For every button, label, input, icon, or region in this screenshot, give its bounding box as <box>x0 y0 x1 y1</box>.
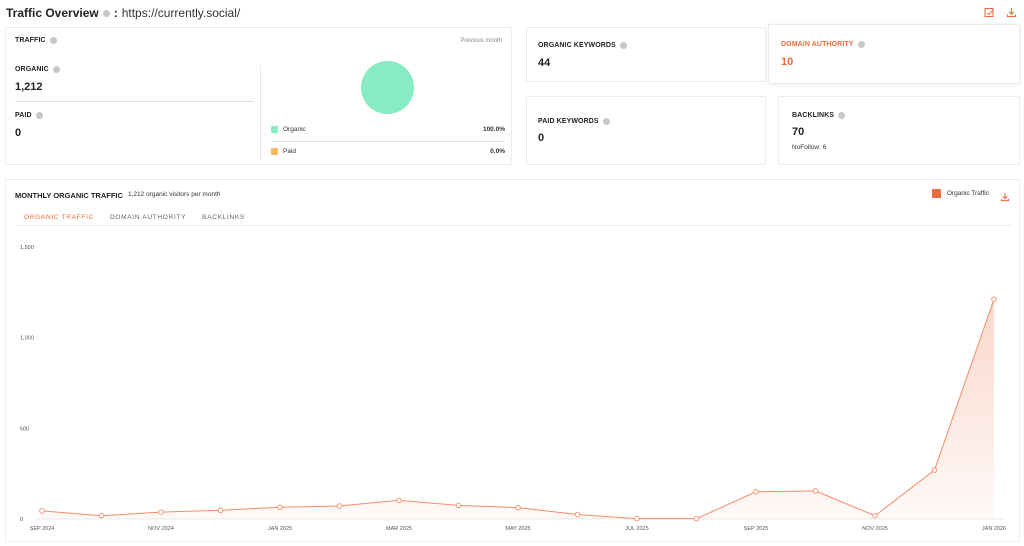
legend-paid-label: Paid <box>283 148 297 155</box>
x-tick-label: JUL 2025 <box>625 526 648 532</box>
x-tick-label: NOV 2024 <box>148 526 174 532</box>
paid-keywords-value: 0 <box>538 132 545 144</box>
domain-authority-label: DOMAIN AUTHORITY <box>781 41 854 48</box>
info-icon[interactable] <box>52 66 60 73</box>
traffic-card: TRAFFIC Previous month ORGANIC 1,212 PAI… <box>5 27 512 165</box>
organic-value: 1,212 <box>15 81 43 93</box>
divider <box>271 141 505 142</box>
tab-backlinks[interactable]: BACKLINKS <box>202 214 245 221</box>
series-area <box>42 299 994 519</box>
monthly-title: MONTHLY ORGANIC TRAFFIC <box>15 191 123 200</box>
organic-swatch <box>271 126 278 133</box>
y-tick-label: 500 <box>20 426 29 432</box>
tabs-divider <box>16 225 1011 226</box>
page-header: Traffic Overview : https://currently.soc… <box>6 4 240 22</box>
paid-value: 0 <box>15 127 22 139</box>
data-point <box>931 467 938 473</box>
backlinks-label: BACKLINKS <box>792 112 835 119</box>
x-tick-label: SEP 2024 <box>30 526 55 532</box>
info-icon[interactable] <box>619 42 627 49</box>
report-icon[interactable] <box>983 6 995 18</box>
data-point <box>634 515 640 522</box>
data-point <box>872 512 878 519</box>
y-tick-label: 1,500 <box>20 245 34 251</box>
series-line <box>41 299 995 520</box>
paid-keywords-label-row: PAID KEYWORDS <box>538 118 610 125</box>
organic-label: ORGANIC <box>15 66 49 73</box>
page-title: Traffic Overview <box>6 6 99 20</box>
data-point <box>336 503 343 509</box>
info-icon[interactable] <box>602 118 610 125</box>
download-icon[interactable] <box>1000 189 1010 207</box>
monthly-organic-traffic-card: MONTHLY ORGANIC TRAFFIC 1,212 organic vi… <box>5 179 1020 542</box>
domain-url: https://currently.social/ <box>121 6 241 20</box>
data-point <box>991 296 997 302</box>
paid-keywords-card[interactable]: PAID KEYWORDS 0 <box>526 96 766 165</box>
period-label: Previous month <box>460 38 502 44</box>
data-point <box>753 489 759 495</box>
x-tick-label: MAR 2025 <box>386 526 412 532</box>
data-point <box>39 508 45 514</box>
organic-keywords-card[interactable]: ORGANIC KEYWORDS 44 <box>526 27 766 82</box>
info-icon[interactable] <box>838 112 846 119</box>
chart-legend[interactable]: Organic Traffic <box>931 189 989 198</box>
organic-keywords-label: ORGANIC KEYWORDS <box>538 42 616 49</box>
data-point <box>158 509 164 515</box>
x-tick-label: NOV 2025 <box>862 526 888 532</box>
paid-label-row: PAID <box>15 112 43 119</box>
legend-organic-label: Organic <box>283 126 306 133</box>
y-tick-label: 1,000 <box>20 336 34 342</box>
domain-authority-label-row: DOMAIN AUTHORITY <box>781 41 865 48</box>
data-point <box>693 515 700 522</box>
traffic-pie-chart[interactable] <box>361 61 414 114</box>
backlinks-card[interactable]: BACKLINKS 70 NoFollow: 6 <box>778 96 1020 165</box>
legend-paid-pct: 0.0% <box>490 148 505 155</box>
domain-authority-card[interactable]: DOMAIN AUTHORITY 10 <box>768 24 1020 84</box>
data-point <box>455 502 462 509</box>
data-point <box>277 504 283 510</box>
paid-swatch <box>271 148 278 155</box>
info-icon[interactable] <box>857 41 865 48</box>
data-point <box>812 488 819 494</box>
organic-label-row: ORGANIC <box>15 66 60 73</box>
divider <box>260 65 261 160</box>
paid-label: PAID <box>15 112 32 119</box>
legend-organic: Organic 100.0% <box>271 126 505 133</box>
x-tick-label: JAN 2025 <box>268 526 292 532</box>
data-point <box>515 504 521 511</box>
legend-organic-pct: 100.0% <box>482 126 505 133</box>
info-icon[interactable] <box>49 37 57 44</box>
domain-authority-value: 10 <box>781 56 794 68</box>
legend-swatch <box>931 189 941 198</box>
tab-domain-authority[interactable]: DOMAIN AUTHORITY <box>109 214 187 221</box>
data-point <box>574 511 581 518</box>
nofollow-count: NoFollow: 6 <box>792 144 827 151</box>
page-actions <box>983 6 1017 18</box>
organic-keywords-value: 44 <box>538 57 551 69</box>
data-point <box>396 497 402 504</box>
traffic-label: TRAFFIC <box>15 37 46 44</box>
legend-label: Organic Traffic <box>946 190 989 197</box>
x-tick-label: MAY 2025 <box>505 526 530 532</box>
title-separator: : <box>113 6 118 20</box>
x-tick-label: SEP 2025 <box>744 526 769 532</box>
traffic-label-row: TRAFFIC <box>15 37 57 44</box>
divider <box>15 101 254 102</box>
legend-paid: Paid 0.0% <box>271 148 505 155</box>
info-icon[interactable] <box>35 112 43 119</box>
data-point <box>217 507 224 514</box>
paid-keywords-label: PAID KEYWORDS <box>538 118 599 125</box>
download-icon[interactable] <box>1005 6 1017 18</box>
organic-keywords-label-row: ORGANIC KEYWORDS <box>538 42 627 49</box>
organic-traffic-chart: 0 500 1,000 1,500 SEP 2024 NOV 2024 JAN 2025 MA… <box>20 245 1006 532</box>
backlinks-label-row: BACKLINKS <box>792 112 846 119</box>
info-icon[interactable] <box>102 9 110 17</box>
y-tick-label: 0 <box>20 517 23 523</box>
x-tick-label: JAN 2026 <box>982 526 1006 532</box>
backlinks-value: 70 <box>792 126 805 138</box>
monthly-subtitle: 1,212 organic visitors per month <box>128 191 221 198</box>
data-point <box>98 512 105 519</box>
